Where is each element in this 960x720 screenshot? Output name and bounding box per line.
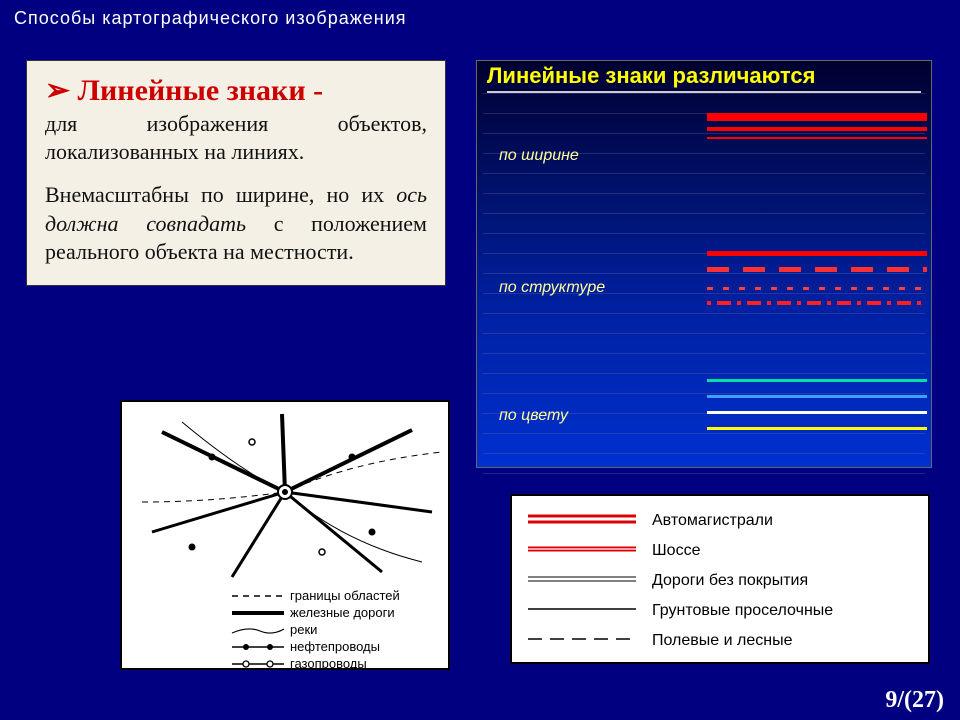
panel-stripe <box>707 379 927 382</box>
map-legend-label: границы областей <box>290 588 400 603</box>
roads-legend-row: Дороги без покрытия <box>522 566 918 596</box>
panel-category-label: по цвету <box>499 407 568 425</box>
bullet-icon: ➢ <box>45 74 70 107</box>
panel-category-label: по структуре <box>499 279 605 297</box>
map-legend: границы областей железные дороги реки нефте… <box>230 587 400 672</box>
roads-legend-label: Дороги без покрытия <box>652 572 808 590</box>
roads-legend-symbol <box>522 629 652 654</box>
roads-legend-row: Шоссе <box>522 536 918 566</box>
panel-stripe <box>707 127 927 131</box>
map-legend-row: нефтепроводы <box>230 638 400 655</box>
map-legend-label: газопроводы <box>290 656 367 671</box>
definition-body-2: Внемасштабны по ширине, но их ось должна… <box>45 181 427 267</box>
panel-stripe <box>707 395 927 398</box>
map-legend-symbol <box>230 623 290 637</box>
panel-stripe <box>707 113 927 121</box>
map-illustration: границы областей железные дороги реки нефте… <box>120 400 450 670</box>
map-legend-symbol <box>230 589 290 603</box>
map-legend-symbol <box>230 606 290 620</box>
panel-stripe <box>707 251 927 256</box>
map-legend-label: железные дороги <box>290 605 395 620</box>
definition-textbox: ➢ Линейные знаки - для изображения объек… <box>26 60 446 286</box>
roads-legend-label: Автомагистрали <box>652 512 773 530</box>
roads-legend-symbol <box>522 539 652 564</box>
map-legend-symbol <box>230 657 290 671</box>
linear-signs-panel: Линейные знаки различаются по ширине по с… <box>476 60 932 468</box>
map-legend-label: нефтепроводы <box>290 639 380 654</box>
map-legend-symbol <box>230 640 290 654</box>
roads-legend-row: Автомагистрали <box>522 506 918 536</box>
panel-stripe <box>707 137 927 139</box>
map-legend-row: газопроводы <box>230 655 400 672</box>
roads-legend-symbol <box>522 599 652 624</box>
roads-legend-row: Полевые и лесные <box>522 626 918 656</box>
panel-stripe <box>707 301 927 307</box>
roads-legend-label: Шоссе <box>652 542 700 560</box>
body2-before: Внемасштабны по ширине, но их <box>45 182 396 207</box>
roads-legend-box: Автомагистрали Шоссе Дороги без покрытия Гр… <box>510 494 930 664</box>
panel-stripe <box>707 427 927 430</box>
panel-stripe <box>707 287 927 292</box>
panel-stripe <box>707 411 927 414</box>
roads-legend-symbol <box>522 569 652 594</box>
roads-legend-symbol <box>522 509 652 534</box>
panel-category-label: по ширине <box>499 147 579 165</box>
map-legend-row: железные дороги <box>230 604 400 621</box>
definition-heading: ➢ Линейные знаки - <box>45 73 427 108</box>
map-legend-row: границы областей <box>230 587 400 604</box>
map-legend-label: реки <box>290 622 317 637</box>
map-legend-row: реки <box>230 621 400 638</box>
definition-body-1: для изображения объектов, локализованных… <box>45 110 427 165</box>
page-title: Способы картографического изображения <box>14 8 407 29</box>
roads-legend-row: Грунтовые проселочные <box>522 596 918 626</box>
heading-text: Линейные знаки - <box>78 74 323 107</box>
roads-legend-label: Полевые и лесные <box>652 632 792 650</box>
panel-title: Линейные знаки различаются <box>487 63 921 93</box>
panel-stripe <box>707 267 927 274</box>
map-svg <box>122 402 448 582</box>
page-number: 9/(27) <box>885 687 944 714</box>
roads-legend-label: Грунтовые проселочные <box>652 602 833 620</box>
